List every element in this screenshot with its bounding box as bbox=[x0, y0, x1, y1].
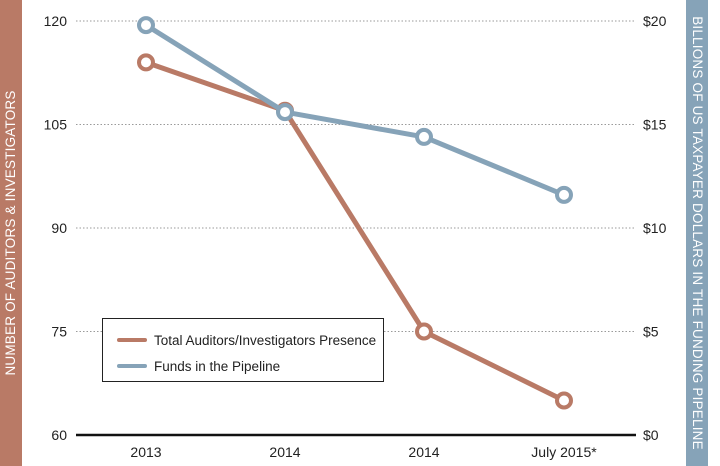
legend-item-auditors: Total Auditors/Investigators Presence bbox=[117, 330, 376, 350]
right-tick-label: $10 bbox=[643, 220, 667, 236]
left-tick-label: 120 bbox=[44, 13, 68, 29]
legend: Total Auditors/Investigators Presence Fu… bbox=[102, 318, 384, 382]
left-tick-label: 90 bbox=[51, 220, 67, 236]
legend-label-auditors: Total Auditors/Investigators Presence bbox=[154, 332, 377, 348]
right-axis-band: BILLIONS OF US TAXPAYER DOLLARS IN THE F… bbox=[686, 0, 708, 466]
data-point-1 bbox=[276, 103, 294, 122]
data-point-1 bbox=[555, 185, 573, 204]
x-tick-label: 2014 bbox=[408, 444, 439, 460]
data-point-0 bbox=[137, 53, 155, 72]
legend-label-funds: Funds in the Pipeline bbox=[154, 358, 281, 374]
x-tick-label: 2014 bbox=[269, 444, 300, 460]
legend-item-funds: Funds in the Pipeline bbox=[117, 356, 280, 376]
left-tick-label: 60 bbox=[51, 427, 67, 443]
series-line-1 bbox=[143, 22, 567, 198]
left-tick-label: 105 bbox=[44, 117, 68, 133]
data-point-0 bbox=[415, 322, 433, 341]
right-tick-label: $15 bbox=[643, 117, 667, 133]
right-tick-label: $0 bbox=[643, 427, 659, 443]
data-point-1 bbox=[415, 127, 433, 146]
x-tick-label: July 2015* bbox=[531, 444, 597, 460]
data-point-0 bbox=[555, 391, 573, 410]
legend-swatch-auditors bbox=[117, 338, 147, 342]
data-point-1 bbox=[137, 16, 155, 35]
right-tick-label: $20 bbox=[643, 13, 667, 29]
legend-swatch-funds bbox=[117, 364, 147, 368]
right-tick-label: $5 bbox=[643, 324, 659, 340]
x-tick-label: 2013 bbox=[130, 444, 161, 460]
left-tick-label: 75 bbox=[51, 324, 67, 340]
series-line-0 bbox=[143, 59, 567, 403]
left-axis-band: NUMBER OF AUDITORS & INVESTIGATORS bbox=[0, 0, 22, 466]
